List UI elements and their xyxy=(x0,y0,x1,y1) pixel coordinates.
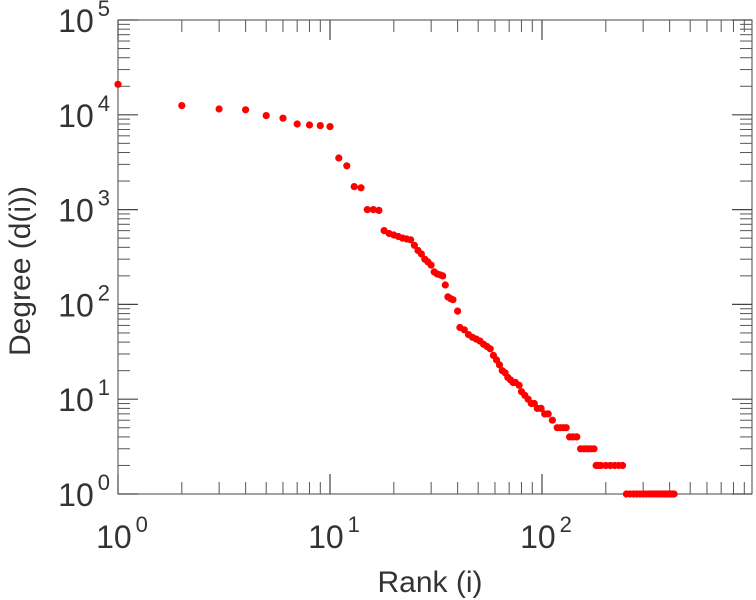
x-tick-label: 10 2 xyxy=(520,512,572,555)
data-point xyxy=(407,236,415,244)
minor-ticks xyxy=(118,20,752,494)
data-point xyxy=(410,241,418,249)
y-tick-label: 10 4 xyxy=(58,91,110,134)
data-point xyxy=(363,206,371,214)
data-point xyxy=(573,433,581,441)
x-tick-label: 10 0 xyxy=(96,512,148,555)
data-point xyxy=(316,122,324,130)
data-point xyxy=(350,183,358,191)
data-point xyxy=(343,162,351,170)
x-tick-labels: 10 0 10 1 10 2 xyxy=(96,512,572,555)
data-point xyxy=(439,272,447,280)
data-point xyxy=(375,206,383,214)
data-point xyxy=(562,424,570,432)
data-point xyxy=(427,261,435,269)
data-point xyxy=(242,106,250,114)
data-point xyxy=(215,105,223,113)
data-point xyxy=(335,154,343,162)
data-point xyxy=(495,361,504,369)
data-point xyxy=(544,410,552,418)
y-tick-label: 10 5 xyxy=(58,0,110,39)
data-point xyxy=(548,416,557,424)
y-tick-label: 10 2 xyxy=(58,280,110,323)
data-point xyxy=(486,345,494,353)
data-point xyxy=(454,307,462,315)
y-axis-title: Degree (d(i)) xyxy=(4,186,37,356)
y-tick-label: 10 3 xyxy=(58,186,110,229)
data-point xyxy=(293,120,301,128)
data-point xyxy=(279,114,287,122)
data-point xyxy=(460,326,468,334)
plot-frame xyxy=(117,19,753,495)
data-point xyxy=(178,102,186,110)
data-point xyxy=(515,381,523,389)
data-point xyxy=(590,445,598,453)
y-tick-label: 10 0 xyxy=(58,470,110,513)
data-point xyxy=(670,490,678,498)
data-point xyxy=(449,296,457,304)
major-ticks xyxy=(117,19,752,495)
data-points xyxy=(114,80,678,498)
data-point xyxy=(326,123,334,131)
y-tick-label: 10 1 xyxy=(58,375,110,418)
data-point xyxy=(441,281,449,289)
data-point xyxy=(357,184,365,192)
data-point xyxy=(619,461,627,470)
data-point xyxy=(262,112,270,120)
data-point xyxy=(305,121,314,129)
data-point xyxy=(417,250,425,258)
x-axis-title: Rank (i) xyxy=(377,566,482,599)
x-tick-label: 10 1 xyxy=(308,512,360,555)
data-point xyxy=(114,80,122,88)
data-point xyxy=(537,404,545,412)
data-point xyxy=(369,206,377,214)
